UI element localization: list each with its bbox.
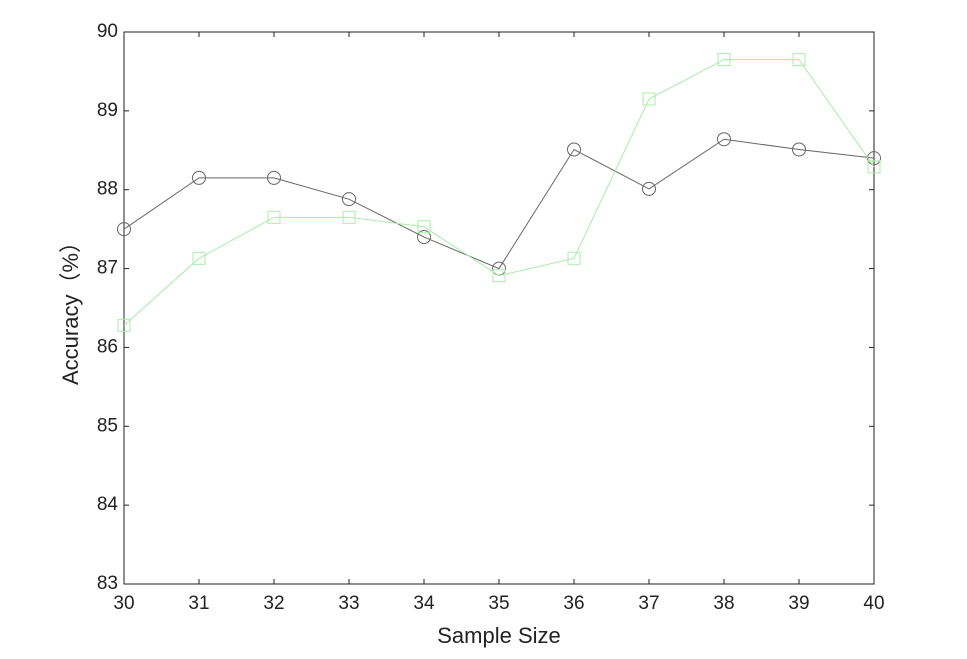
marker	[867, 160, 881, 174]
plot-frame	[123, 31, 875, 585]
y-tick-label: 86	[97, 336, 118, 357]
x-tick-label: 35	[488, 593, 509, 614]
marker	[567, 142, 581, 157]
marker	[792, 53, 806, 67]
y-tick-label: 90	[97, 21, 118, 42]
y-tick-label: 88	[97, 179, 118, 200]
x-axis-label: Sample Size	[437, 623, 561, 648]
x-tick-label: 30	[113, 593, 134, 614]
x-tick-label: 38	[713, 593, 734, 614]
marker	[117, 222, 131, 237]
x-tick-label: 32	[263, 593, 284, 614]
marker	[492, 261, 506, 276]
y-tick-label: 87	[97, 258, 118, 279]
marker	[642, 181, 656, 196]
marker	[342, 210, 356, 224]
marker	[417, 230, 431, 245]
x-tick-label: 33	[338, 593, 359, 614]
marker	[417, 220, 431, 234]
marker	[717, 132, 731, 147]
marker	[192, 170, 206, 185]
marker	[117, 318, 131, 332]
x-tick-label: 40	[863, 593, 884, 614]
marker	[642, 92, 656, 106]
series-line	[123, 138, 875, 270]
y-tick-label: 84	[97, 494, 119, 515]
marker	[192, 251, 206, 265]
x-tick-label: 36	[563, 593, 584, 614]
y-tick-label: 85	[97, 415, 118, 436]
x-tick-label: 39	[788, 593, 809, 614]
x-tick-label: 31	[188, 593, 209, 614]
marker	[342, 192, 356, 207]
y-tick-label: 83	[97, 573, 118, 594]
marker	[267, 210, 281, 224]
x-tick-label: 37	[638, 593, 659, 614]
marker	[567, 251, 581, 265]
x-tick-label: 34	[413, 593, 435, 614]
marker	[267, 170, 281, 185]
marker	[492, 269, 506, 283]
series-line	[123, 59, 875, 326]
marker	[717, 53, 731, 67]
marker	[792, 142, 806, 157]
y-tick-label: 89	[97, 100, 118, 121]
y-axis-label: Accuracy（%）	[58, 231, 83, 385]
